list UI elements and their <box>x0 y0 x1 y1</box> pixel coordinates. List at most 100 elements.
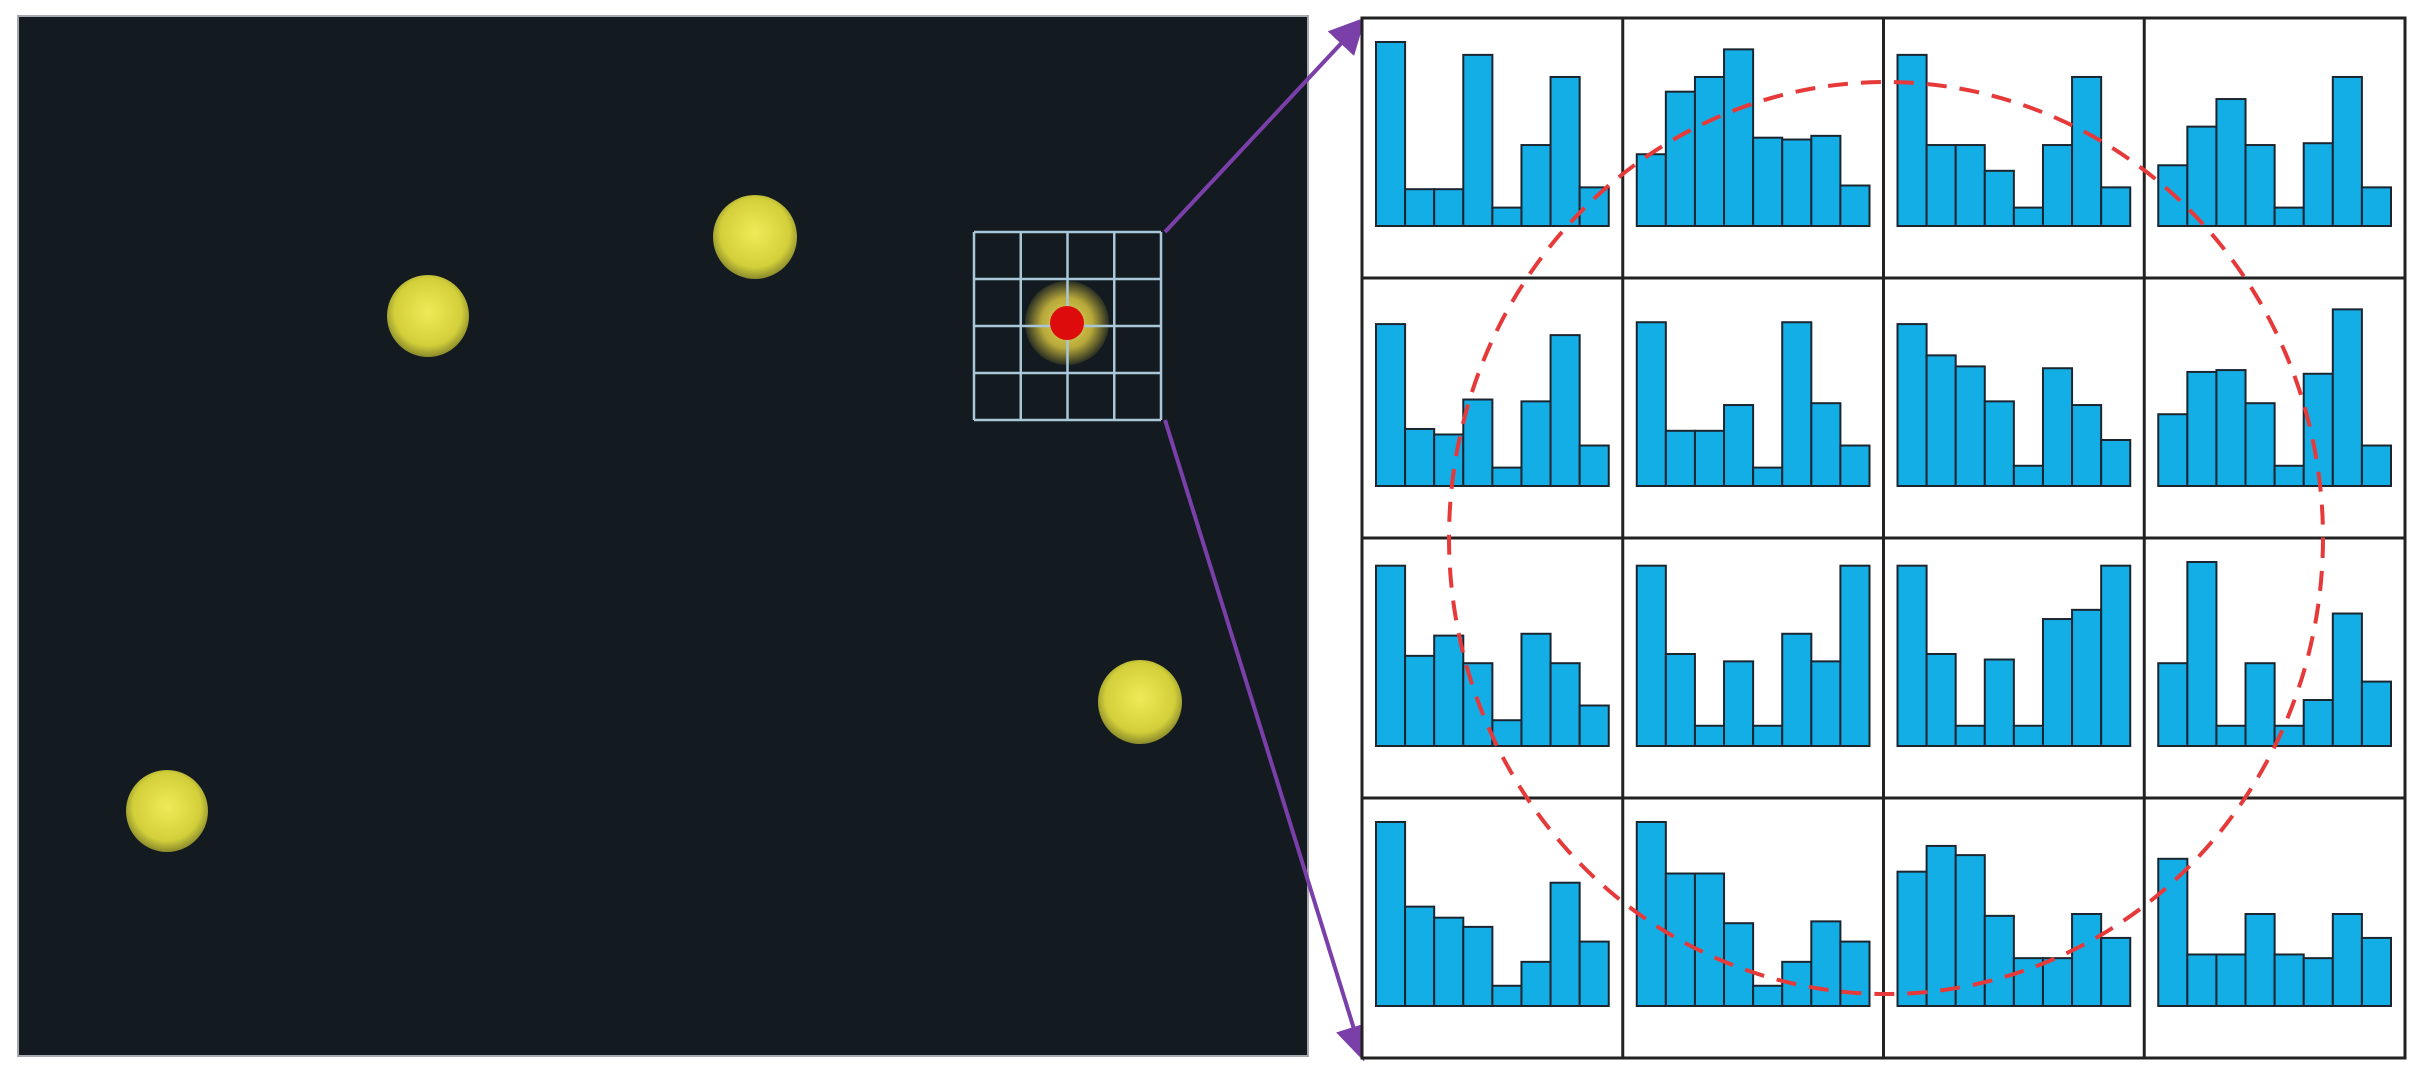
histogram-bar <box>1723 404 1755 488</box>
histogram-bar <box>1578 444 1610 487</box>
histogram-bar <box>1752 724 1784 748</box>
histogram-r2-c2 <box>1635 321 1871 488</box>
histogram-bar <box>1896 870 1928 1007</box>
histogram-r1-c3 <box>1896 53 2132 228</box>
histogram-bar <box>1462 53 1494 227</box>
histogram-bar <box>2012 957 2044 1007</box>
histogram-r3-c1 <box>1375 564 1610 748</box>
histogram-bar <box>1578 940 1610 1007</box>
histogram-bar <box>1723 660 1755 747</box>
roi-grid <box>972 230 1163 422</box>
histogram-bar <box>1752 136 1784 227</box>
histogram-bar <box>2012 464 2044 488</box>
histogram-bar <box>1433 188 1465 227</box>
arrow-top <box>1163 17 1366 234</box>
histogram-bar <box>1491 206 1523 228</box>
histogram-r4-c1 <box>1375 821 1610 1008</box>
histogram-r1-c1 <box>1375 41 1610 228</box>
histogram-panel <box>1360 16 2407 1060</box>
zoom-arrows <box>1163 17 1371 1062</box>
histogram-bar <box>1693 75 1726 227</box>
histogram-bar <box>1983 169 2015 228</box>
histogram-bar <box>1752 466 1784 488</box>
histogram-bar <box>1693 429 1726 487</box>
histogram-bar <box>2273 206 2305 228</box>
histogram-bar <box>2157 662 2189 748</box>
histogram-r4-c4 <box>2157 857 2392 1007</box>
histogram-bar <box>2100 186 2132 227</box>
histogram-bar <box>2041 618 2074 747</box>
histogram-bar <box>1693 724 1726 748</box>
histogram-bar <box>2331 75 2363 227</box>
histogram-bar <box>2100 439 2132 487</box>
histogram-bar <box>2215 953 2247 1007</box>
histogram-bar <box>1839 940 1871 1007</box>
histogram-bar <box>2244 402 2276 488</box>
histogram-bar <box>1462 398 1494 487</box>
histogram-r1-c4 <box>2157 75 2392 228</box>
histogram-r2-c3 <box>1896 323 2132 488</box>
histogram-bar <box>1925 354 1957 487</box>
histogram-bar <box>2215 98 2247 227</box>
histogram-bar <box>1404 905 1436 1008</box>
histogram-bar <box>1404 427 1436 487</box>
histogram-bar <box>1433 916 1465 1007</box>
histogram-bar <box>2273 464 2305 488</box>
histogram-r3-c4 <box>2157 561 2392 748</box>
histogram-bar <box>2244 913 2276 1007</box>
histogram-bar <box>2100 936 2132 1007</box>
histogram-bar <box>1578 186 1610 227</box>
histogram-bar <box>1664 653 1696 747</box>
histogram-bar <box>2360 186 2392 227</box>
histogram-bar <box>2302 372 2334 488</box>
arrow-bottom <box>1163 419 1371 1062</box>
histogram-bar <box>1839 184 1871 228</box>
histogram-bar <box>2071 404 2103 488</box>
histogram-bar <box>1549 334 1581 487</box>
dot-3 <box>1098 660 1182 744</box>
histogram-bar <box>2071 608 2103 748</box>
histogram-bar <box>2041 367 2074 487</box>
histogram-bar <box>1839 444 1871 487</box>
histogram-bar <box>1433 634 1465 747</box>
histogram-bar <box>1375 323 1407 487</box>
histogram-r3-c2 <box>1635 564 1871 748</box>
histogram-bar <box>2302 142 2334 227</box>
histogram-bar <box>2012 206 2044 228</box>
histogram-bar <box>1549 662 1581 748</box>
histogram-bar <box>1404 188 1436 227</box>
histogram-r3-c3 <box>1896 564 2132 748</box>
histogram-bar <box>1752 984 1784 1008</box>
histogram-bar <box>1810 402 1842 488</box>
histogram-bar <box>1983 914 2015 1008</box>
histogram-bar <box>1578 704 1610 748</box>
histogram-bar <box>1404 654 1436 748</box>
histogram-bar <box>1983 658 2015 748</box>
histogram-bar <box>1954 365 1986 487</box>
histogram-bar <box>2360 936 2392 1007</box>
histogram-r4-c3 <box>1896 844 2132 1008</box>
histogram-bar <box>2157 413 2189 487</box>
histogram-bar <box>2244 144 2276 227</box>
histogram-bar <box>1925 144 1957 227</box>
histogram-bar <box>1781 321 1813 487</box>
histogram-cell-lines <box>1362 18 2405 1058</box>
histogram-bar <box>1375 821 1407 1007</box>
photo-background <box>17 15 1309 1057</box>
histogram-r2-c4 <box>2157 308 2392 488</box>
orientation-histograms <box>1375 41 2392 1008</box>
photo-panel <box>17 15 1309 1057</box>
histogram-bar <box>2244 662 2276 748</box>
histogram-bar <box>1664 90 1696 228</box>
histogram-bar <box>1781 138 1813 228</box>
histogram-bar <box>1810 920 1842 1007</box>
histogram-bar <box>1549 881 1581 1007</box>
histogram-bar <box>2215 724 2247 748</box>
histogram-bar <box>2012 724 2044 748</box>
histogram-bar <box>1491 984 1523 1008</box>
gaussian-weight-circle <box>1447 80 2325 996</box>
histogram-bar <box>2302 699 2334 747</box>
histogram-bar <box>1520 400 1552 487</box>
histogram-bar <box>1896 323 1928 487</box>
